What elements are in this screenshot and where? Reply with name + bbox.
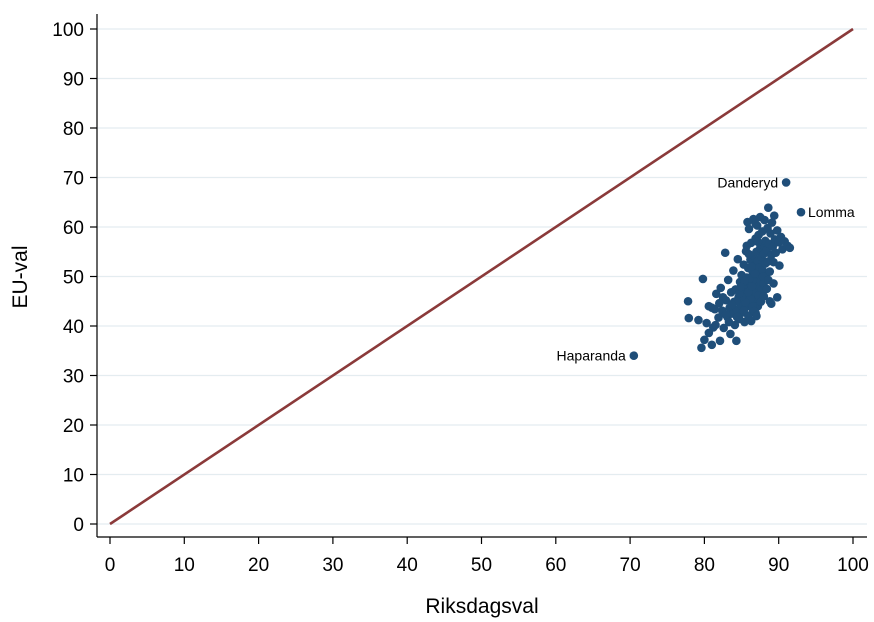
reference-line [109, 27, 854, 526]
x-tick-label: 30 [322, 555, 343, 576]
y-tick-label: 90 [63, 70, 84, 91]
y-tick-label: 60 [63, 218, 84, 239]
scatter-point [704, 328, 714, 338]
scatter-point [744, 249, 754, 259]
scatter-point [759, 292, 769, 301]
scatter-point [747, 282, 757, 291]
y-tick-label: 30 [63, 367, 84, 388]
reference-line-layer [109, 27, 854, 526]
scatter-point [732, 312, 742, 322]
labeled-point [796, 207, 806, 217]
x-tick-label: 90 [768, 555, 789, 576]
scatter-point [740, 317, 749, 327]
y-tick-label: 40 [63, 317, 84, 338]
scatter-point [752, 311, 761, 321]
axes: 0 10 20 30 40 50 60 70 80 90 100 0 10 20 30 40 50 60 70 80 9… [52, 14, 869, 576]
y-tick-label: 70 [63, 169, 84, 190]
scatter-point [726, 329, 735, 339]
scatter-point [775, 261, 784, 270]
labeled-point [781, 178, 791, 187]
scatter-point [711, 320, 720, 330]
scatter-point [746, 262, 756, 271]
scatter-point [714, 313, 723, 322]
point-label: Lomma [808, 204, 855, 220]
scatter-point [769, 279, 778, 288]
scatter-point [765, 267, 775, 276]
scatter-point [744, 224, 754, 234]
scatter-point [700, 335, 709, 345]
y-tick-label: 0 [73, 515, 84, 536]
scatter-point [683, 296, 693, 306]
scatter-point [772, 292, 782, 302]
y-tick-label: 100 [52, 20, 84, 41]
scatter-point [767, 218, 777, 227]
x-tick-label: 20 [248, 555, 269, 576]
scatter-point [742, 241, 752, 251]
labeled-point [629, 351, 639, 361]
scatter-point [707, 303, 717, 312]
scatter-point [733, 254, 743, 264]
scatter-point [762, 284, 772, 294]
scatter-point [769, 211, 779, 220]
y-tick-label: 20 [63, 416, 84, 437]
point-label: Haparanda [557, 348, 626, 364]
x-tick-label: 50 [471, 555, 492, 576]
scatter-point [719, 323, 729, 333]
scatter-point [785, 243, 795, 253]
scatter-point [721, 310, 731, 319]
scatter-point [750, 269, 760, 278]
x-tick-label: 100 [837, 555, 869, 576]
y-tick-label: 10 [63, 466, 84, 487]
scatter-point [765, 296, 775, 306]
scatter-point [694, 315, 703, 325]
x-tick-label: 60 [545, 555, 566, 576]
x-tick-label: 10 [174, 555, 195, 576]
scatter-point [751, 219, 760, 229]
x-tick-label: 0 [105, 555, 116, 576]
scatter-point [684, 313, 694, 323]
scatter-point [736, 282, 746, 292]
y-axis-title: EU-val [9, 245, 32, 308]
scatter-point [739, 306, 749, 315]
y-tick-label: 80 [63, 119, 84, 140]
scatter-point [732, 336, 741, 346]
scatter-point [702, 318, 711, 328]
scatter-point [763, 203, 773, 212]
scatter-point [753, 237, 763, 247]
scatter-point [729, 266, 738, 275]
scatter-point [716, 283, 726, 293]
scatter-point [698, 274, 708, 284]
x-tick-label: 40 [397, 555, 418, 576]
scatter-point [735, 289, 744, 298]
data-points [629, 178, 806, 361]
x-tick-label: 80 [694, 555, 715, 576]
scatter-point [720, 248, 730, 258]
scatter-point [766, 229, 775, 238]
scatter-point [771, 248, 781, 258]
scatter-point [707, 340, 717, 350]
point-labels: Danderyd Lomma Haparanda [557, 174, 855, 363]
scatter-point [715, 336, 725, 346]
y-tick-label: 50 [63, 268, 84, 289]
scatter-point [727, 300, 737, 310]
point-label: Danderyd [717, 174, 778, 190]
scatter-point [723, 275, 733, 285]
x-tick-label: 70 [620, 555, 641, 576]
x-axis-title: Riksdagsval [425, 595, 538, 618]
scatter-point [724, 317, 734, 327]
scatter-point [772, 226, 782, 235]
scatter-point [697, 343, 706, 353]
scatter-point [711, 289, 721, 299]
scatter-point [714, 298, 724, 308]
scatter-point [760, 215, 769, 225]
